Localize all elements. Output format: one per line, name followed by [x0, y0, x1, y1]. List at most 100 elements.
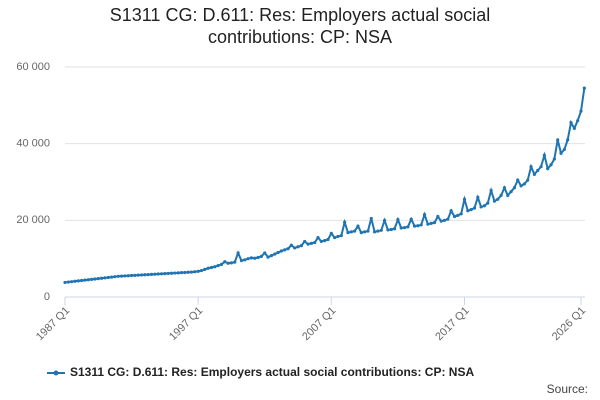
- point: [366, 229, 370, 233]
- point: [582, 86, 586, 90]
- point: [63, 280, 67, 285]
- point: [119, 274, 124, 278]
- point: [326, 237, 330, 242]
- point: [449, 209, 453, 213]
- x-tick-label: 1987 Q1: [34, 305, 72, 343]
- point: [389, 227, 393, 232]
- point: [303, 239, 307, 244]
- point: [416, 224, 420, 228]
- point: [179, 271, 184, 275]
- point: [159, 272, 164, 276]
- point: [482, 204, 487, 208]
- point: [193, 270, 197, 274]
- point: [253, 256, 257, 260]
- point: [452, 214, 457, 219]
- point: [373, 230, 377, 234]
- point: [136, 273, 140, 277]
- point: [319, 239, 323, 244]
- point: [353, 229, 357, 233]
- point: [279, 249, 283, 253]
- point: [93, 277, 97, 281]
- line: [64, 87, 586, 284]
- point: [396, 217, 400, 222]
- point: [116, 274, 120, 278]
- point: [263, 251, 267, 255]
- point: [409, 217, 413, 221]
- point: [139, 273, 144, 277]
- point: [313, 240, 317, 245]
- point: [153, 272, 157, 276]
- point: [359, 231, 363, 235]
- point: [412, 224, 417, 228]
- point: [369, 216, 373, 221]
- y-tick-label: 60 000: [16, 61, 50, 73]
- point: [549, 163, 553, 167]
- point: [386, 228, 390, 232]
- point: [219, 262, 224, 267]
- point: [459, 212, 463, 216]
- point: [206, 266, 210, 270]
- point: [149, 272, 154, 276]
- point: [333, 235, 337, 240]
- point: [296, 245, 300, 249]
- point: [306, 242, 310, 246]
- y-tick-label: 40 000: [16, 138, 50, 150]
- point: [123, 274, 127, 278]
- point: [536, 168, 540, 173]
- point: [512, 186, 517, 190]
- point: [186, 270, 190, 274]
- point: [293, 246, 297, 250]
- point: [436, 214, 440, 219]
- point: [486, 201, 490, 205]
- point: [336, 234, 340, 239]
- point: [163, 272, 167, 276]
- point: [70, 280, 74, 284]
- point: [343, 220, 347, 224]
- point: [572, 126, 576, 130]
- point: [156, 272, 160, 276]
- point: [273, 252, 277, 256]
- point: [556, 138, 560, 142]
- point: [376, 229, 380, 233]
- point: [243, 258, 247, 262]
- point: [532, 172, 536, 176]
- point: [426, 222, 430, 226]
- point: [66, 280, 70, 284]
- point: [339, 234, 343, 238]
- point: [516, 178, 520, 182]
- point: [499, 193, 503, 198]
- point: [539, 165, 543, 169]
- point: [399, 226, 403, 230]
- y-tick-label: 20 000: [16, 214, 50, 226]
- point: [546, 166, 550, 171]
- chart-title: S1311 CG: D.611: Res: Employers actual s…: [109, 5, 491, 47]
- point: [489, 188, 493, 193]
- point: [126, 274, 130, 278]
- point: [492, 199, 497, 203]
- point: [462, 197, 467, 201]
- point: [289, 243, 293, 247]
- point: [316, 235, 320, 240]
- point: [569, 120, 573, 125]
- x-tick-label: 2026 Q1: [550, 305, 588, 343]
- point: [406, 225, 410, 229]
- point: [392, 227, 397, 231]
- point: [329, 231, 333, 235]
- point: [86, 278, 90, 282]
- point: [442, 218, 447, 222]
- point: [133, 273, 137, 277]
- point: [199, 268, 204, 273]
- point: [73, 279, 77, 283]
- point: [363, 230, 367, 234]
- point: [552, 157, 556, 161]
- point: [269, 254, 273, 258]
- point: [579, 109, 583, 113]
- source: Source:: [547, 382, 588, 396]
- point: [506, 193, 510, 198]
- point: [103, 276, 107, 280]
- point: [106, 275, 110, 280]
- point: [422, 212, 427, 217]
- point: [429, 221, 433, 225]
